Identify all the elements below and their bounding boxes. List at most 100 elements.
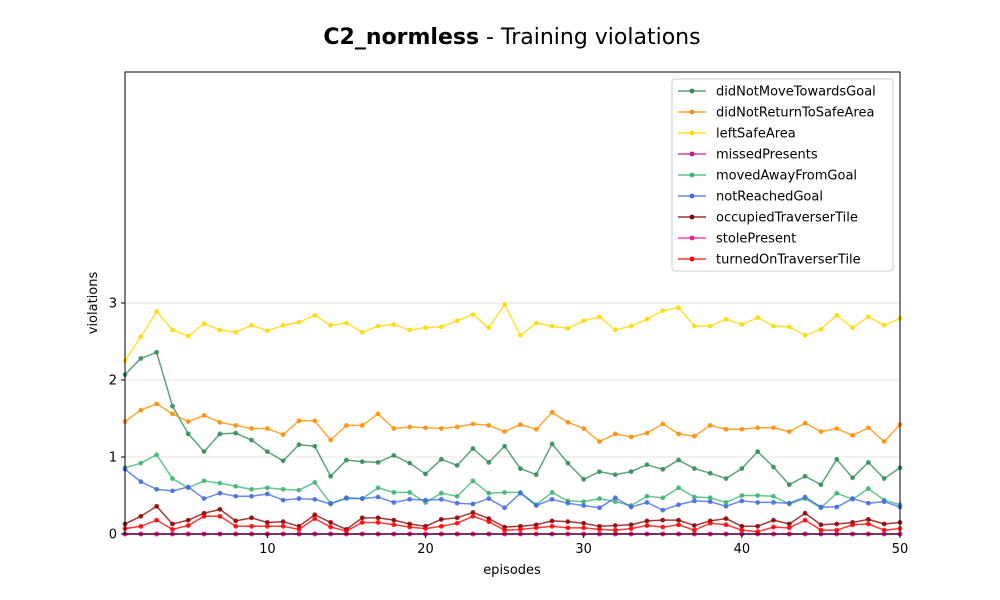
legend-label: missedPresents	[716, 148, 818, 163]
data-point	[850, 496, 855, 501]
series-line	[124, 468, 901, 511]
data-point	[201, 449, 207, 455]
chart-title-rest: - Training violations	[479, 25, 701, 50]
data-point	[533, 472, 539, 478]
data-point	[359, 329, 365, 335]
data-point	[344, 495, 349, 501]
data-point	[375, 323, 381, 329]
data-point	[549, 518, 555, 524]
data-point	[233, 483, 239, 489]
data-point	[391, 500, 397, 505]
data-point	[834, 504, 840, 510]
data-point	[486, 519, 492, 525]
legend-item: didNotReturnToSafeArea	[678, 106, 874, 121]
data-point	[438, 516, 444, 522]
series-line	[124, 303, 901, 362]
data-point	[249, 437, 254, 443]
chart-title: C2_normless - Training violations	[323, 25, 700, 50]
data-point	[628, 522, 634, 528]
legend-box	[671, 78, 894, 272]
data-point	[691, 527, 697, 533]
data-point	[185, 523, 191, 528]
data-point	[249, 523, 254, 529]
data-point	[296, 496, 302, 501]
legend-label: occupiedTraverserTile	[716, 211, 858, 226]
data-point	[170, 488, 175, 494]
legend-item: turnedOnTraverserTile	[678, 253, 861, 268]
data-point	[660, 466, 666, 472]
data-point	[676, 502, 681, 508]
data-point	[280, 322, 286, 328]
data-point	[834, 456, 840, 462]
data-point	[138, 460, 144, 466]
data-point	[881, 521, 887, 527]
data-point	[454, 500, 460, 506]
data-point	[264, 485, 270, 491]
data-point	[597, 439, 602, 444]
data-point	[802, 473, 808, 479]
data-point	[217, 506, 223, 512]
data-point	[549, 496, 555, 502]
data-point	[660, 507, 666, 513]
data-point	[344, 457, 349, 463]
data-point	[154, 309, 160, 314]
data-point	[723, 476, 729, 481]
data-point	[328, 520, 334, 525]
data-point	[264, 328, 270, 334]
data-point	[518, 422, 523, 428]
data-point	[565, 419, 571, 425]
data-point	[407, 524, 413, 530]
data-point	[581, 476, 587, 482]
data-point	[834, 521, 840, 527]
data-point	[438, 324, 444, 330]
data-point	[154, 503, 160, 509]
data-point	[802, 494, 808, 500]
data-point	[755, 523, 761, 529]
data-point	[280, 432, 286, 438]
data-point	[644, 316, 650, 322]
data-point	[264, 449, 270, 455]
data-point	[802, 510, 808, 516]
data-point	[375, 459, 381, 465]
data-point	[660, 517, 666, 523]
legend-swatch-marker	[689, 88, 695, 94]
data-point	[881, 499, 887, 505]
data-point	[486, 325, 492, 331]
data-point	[296, 526, 302, 532]
series-not-reached-goal	[122, 466, 903, 513]
data-point	[549, 323, 555, 329]
y-tick-label: 1	[109, 451, 117, 466]
data-point	[786, 429, 792, 434]
data-point	[312, 516, 318, 521]
data-point	[786, 521, 792, 527]
data-point	[375, 520, 381, 525]
data-point	[217, 431, 223, 437]
data-point	[612, 527, 618, 533]
data-point	[518, 332, 523, 338]
legend-swatch-marker	[689, 130, 695, 136]
y-tick-label: 3	[109, 297, 117, 312]
data-point	[454, 318, 460, 324]
data-point	[755, 315, 761, 321]
data-point	[328, 524, 334, 530]
data-point	[170, 521, 175, 527]
data-point	[612, 499, 618, 505]
data-point	[375, 515, 381, 521]
data-point	[644, 518, 650, 524]
legend-swatch-marker	[689, 193, 695, 199]
data-point	[628, 504, 634, 510]
data-point	[865, 521, 871, 527]
data-point	[502, 505, 507, 511]
data-point	[470, 421, 476, 427]
data-point	[170, 476, 175, 481]
data-point	[628, 323, 634, 329]
data-point	[771, 524, 776, 530]
data-point	[739, 466, 745, 471]
data-point	[628, 526, 634, 532]
data-point	[565, 519, 571, 525]
data-point	[707, 495, 713, 501]
data-point	[312, 418, 318, 424]
data-point	[328, 473, 334, 479]
data-point	[549, 490, 555, 495]
legend-label: didNotMoveTowardsGoal	[716, 85, 876, 100]
